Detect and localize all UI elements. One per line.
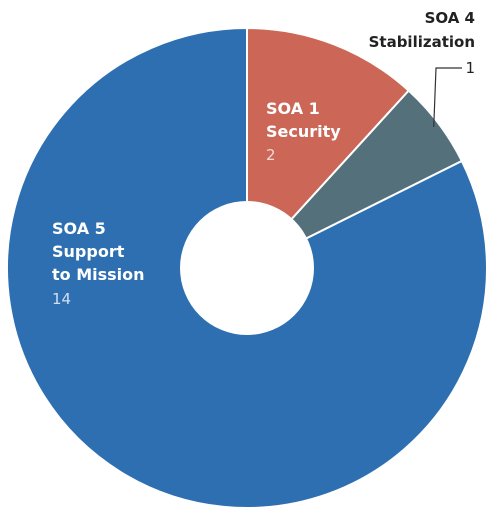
slice-label-soa-5-desc-1: Support [52,242,125,261]
slice-label-soa-1-name: SOA 1 [266,99,320,118]
slice-value-soa-4: 1 [465,59,475,77]
slice-label-soa-5-name: SOA 5 [52,219,106,238]
slice-soa1 [246,26,411,271]
slice-label-soa-4-desc: Stabilization [369,33,475,51]
leader-line-soa-4 [433,67,462,128]
slice-label-soa-4-name: SOA 4 [425,9,475,27]
donut-hole [180,201,314,335]
slice-label-soa-1-desc: Security [266,122,341,141]
slice-value-soa-1: 2 [266,146,276,164]
slice-label-soa-5-desc-2: to Mission [52,265,145,284]
slice-value-soa-5: 14 [52,290,71,308]
